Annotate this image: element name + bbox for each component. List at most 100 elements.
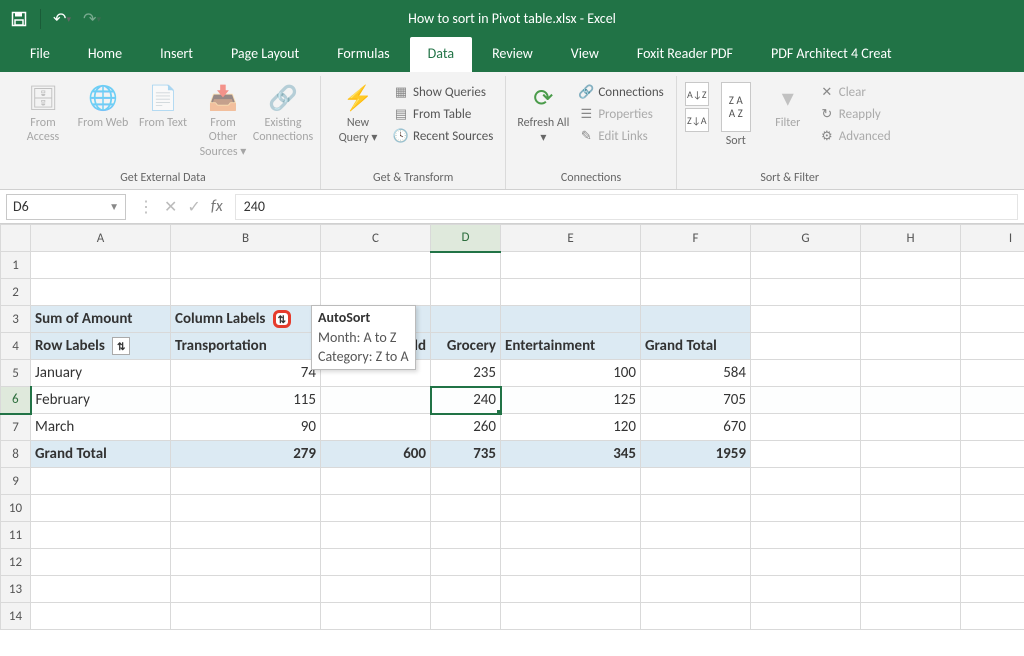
pivot-col-header: Entertainment [501,333,641,360]
sort-asc-icon: A↓Z [687,88,707,101]
row-header[interactable]: 8 [1,441,31,468]
row-header[interactable]: 10 [1,495,31,522]
col-header[interactable]: G [751,225,861,252]
tab-page-layout[interactable]: Page Layout [213,37,317,72]
tab-insert[interactable]: Insert [142,37,211,72]
clear-button[interactable]: ✕Clear [815,82,895,102]
edit-links-icon: ✎ [578,128,594,144]
properties-button[interactable]: ☰Properties [574,104,667,124]
row-header[interactable]: 6 [1,387,31,414]
pivot-cell: 90 [171,414,321,441]
pivot-cell: 100 [501,360,641,387]
sort-button[interactable]: Z AA Z Sort [711,78,761,152]
from-web-button[interactable]: 🌐From Web [74,78,132,134]
col-header[interactable]: F [641,225,751,252]
sort-asc-button[interactable]: A↓Z [685,82,709,106]
tab-pdfarch[interactable]: PDF Architect 4 Creat [753,37,910,72]
pivot-total-cell: 600 [321,441,431,468]
row-header[interactable]: 7 [1,414,31,441]
name-box[interactable]: D6 ▼ [6,194,126,220]
advanced-label: Advanced [839,129,891,144]
reapply-button[interactable]: ↻Reapply [815,104,895,124]
pivot-col-label-text: Column Labels [175,310,265,328]
row-header[interactable]: 14 [1,603,31,630]
col-header[interactable]: H [861,225,961,252]
edit-links-label: Edit Links [598,129,647,144]
row-header[interactable]: 12 [1,549,31,576]
pivot-cell [321,387,431,414]
select-all-corner[interactable] [1,225,31,252]
access-icon: 🗄 [27,82,59,114]
row-header[interactable]: 5 [1,360,31,387]
advanced-button[interactable]: ⚙Advanced [815,126,895,146]
sheet-grid[interactable]: A B C D E F G H I 1 2 3 Sum of Amount Co… [0,224,1024,630]
from-table-button[interactable]: ▤From Table [389,104,497,124]
edit-links-button[interactable]: ✎ Edit Links [574,126,667,146]
col-header[interactable]: C [321,225,431,252]
enter-icon[interactable]: ✓ [187,197,200,217]
clear-label: Clear [839,85,866,100]
col-header[interactable]: B [171,225,321,252]
tab-home[interactable]: Home [70,37,140,72]
filter-button[interactable]: ▾ Filter [763,78,813,134]
row-header[interactable]: 9 [1,468,31,495]
new-query-button[interactable]: ⚡New Query ▾ [329,78,387,149]
options-icon[interactable]: ⋮ [138,197,154,217]
pivot-total-cell: 1959 [641,441,751,468]
pivot-cell: 115 [171,387,321,414]
ribbon-group-title: Get & Transform [329,169,497,189]
recent-sources-button[interactable]: 🕓Recent Sources [389,126,497,146]
refresh-all-label: Refresh All ▾ [516,116,570,145]
formula-input[interactable]: 240 [235,194,1018,220]
row-labels-filter-button[interactable]: ⇅ [112,337,130,355]
qat-redo-button[interactable]: ↷▾ [79,6,105,32]
recent-sources-label: Recent Sources [413,129,493,144]
connections-button[interactable]: 🔗Connections [574,82,667,102]
tab-data[interactable]: Data [410,37,472,72]
reapply-icon: ↻ [819,106,835,122]
col-header[interactable]: I [961,225,1024,252]
connections-label: Connections [598,85,663,100]
row-header[interactable]: 4 [1,333,31,360]
column-labels-filter-button[interactable]: ⇅ [273,310,291,328]
ribbon-group-get-transform: ⚡New Query ▾ ▦Show Queries ▤From Table 🕓… [321,76,506,189]
ribbon-group-get-external-data: 🗄From Access 🌐From Web 📄From Text 📥From … [6,76,321,189]
from-other-sources-button[interactable]: 📥From Other Sources ▾ [194,78,252,163]
active-cell[interactable]: 240 [431,387,501,414]
show-queries-button[interactable]: ▦Show Queries [389,82,497,102]
row-header[interactable]: 11 [1,522,31,549]
tab-formulas[interactable]: Formulas [319,37,407,72]
tab-foxit[interactable]: Foxit Reader PDF [619,37,751,72]
tab-view[interactable]: View [553,37,617,72]
connections-icon: 🔗 [267,82,299,114]
ribbon-group-title: Get External Data [14,169,312,189]
sort-desc-button[interactable]: Z↓A [685,108,709,132]
from-web-label: From Web [78,116,129,130]
filter-label: Filter [775,116,800,130]
qat-save-button[interactable] [6,6,32,32]
cancel-icon[interactable]: ✕ [164,197,177,217]
pivot-cell: 670 [641,414,751,441]
pivot-col-header: Grand Total [641,333,751,360]
from-text-button[interactable]: 📄From Text [134,78,192,134]
row-header[interactable]: 13 [1,576,31,603]
fx-icon[interactable]: fx [211,197,223,216]
pivot-total-cell: 279 [171,441,321,468]
col-header[interactable]: E [501,225,641,252]
row-header[interactable]: 1 [1,252,31,279]
pivot-cell: 125 [501,387,641,414]
pivot-total-cell: 345 [501,441,641,468]
from-access-button[interactable]: 🗄From Access [14,78,72,148]
tooltip-line: Category: Z to A [318,347,409,367]
col-header[interactable]: D [431,225,501,252]
row-header[interactable]: 3 [1,306,31,333]
sort-label: Sort [726,134,746,148]
tab-review[interactable]: Review [474,37,551,72]
qat-undo-button[interactable]: ↶▾ [49,6,75,32]
properties-icon: ☰ [578,106,594,122]
row-header[interactable]: 2 [1,279,31,306]
col-header[interactable]: A [31,225,171,252]
tab-file[interactable]: File [12,37,68,72]
refresh-all-button[interactable]: ⟳Refresh All ▾ [514,78,572,149]
existing-connections-button[interactable]: 🔗Existing Connections [254,78,312,148]
